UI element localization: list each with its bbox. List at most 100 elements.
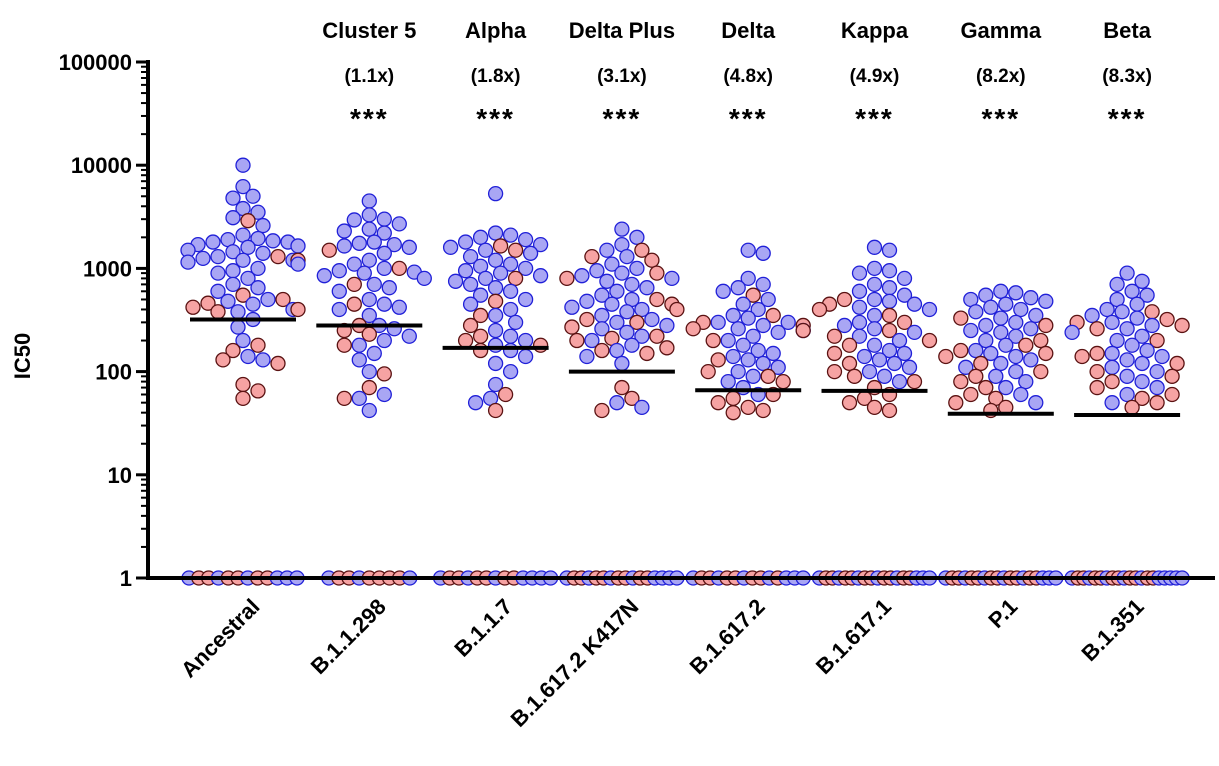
- blue-data-point: [579, 348, 595, 365]
- blue-data-point: [866, 321, 883, 337]
- blue-data-point: [331, 283, 347, 299]
- y-tick-label: 10: [108, 463, 132, 488]
- blue-data-point: [346, 256, 362, 272]
- blue-data-point: [230, 304, 246, 320]
- blue-data-point: [235, 157, 251, 173]
- blue-data-point: [891, 332, 908, 349]
- blue-data-point: [517, 332, 534, 349]
- blue-data-point: [376, 245, 392, 261]
- red-data-point: [584, 248, 600, 265]
- red-data-point: [361, 379, 377, 396]
- blue-data-point: [1104, 359, 1120, 375]
- fold-change-label: (8.3x): [1102, 66, 1152, 87]
- red-data-point: [290, 301, 306, 318]
- category-points-group: [811, 239, 938, 586]
- red-data-point: [921, 332, 938, 349]
- blue-data-point: [906, 324, 923, 341]
- blue-data-point: [401, 239, 417, 255]
- x-tick-label: B.1.1.7: [449, 594, 517, 662]
- plot-area: [180, 157, 1190, 586]
- y-tick-label: 1000: [83, 256, 132, 281]
- red-data-point: [1134, 390, 1150, 407]
- blue-data-point: [502, 256, 519, 272]
- blue-data-point: [260, 291, 276, 308]
- blue-data-point: [1023, 321, 1039, 337]
- significance-label: ***: [603, 103, 642, 134]
- blue-data-point: [1109, 332, 1125, 349]
- blue-data-point: [609, 342, 625, 359]
- red-data-point: [361, 326, 377, 342]
- red-data-point: [532, 337, 549, 353]
- blue-data-point: [735, 379, 751, 396]
- red-data-point: [755, 402, 771, 419]
- blue-data-point: [487, 337, 504, 353]
- blue-data-point: [755, 245, 771, 261]
- x-tick-label: P.1: [983, 594, 1022, 633]
- blue-data-point: [502, 342, 519, 359]
- blue-data-point: [376, 225, 392, 241]
- blue-data-point: [356, 265, 372, 281]
- blue-data-point: [609, 395, 625, 411]
- blue-data-point: [906, 296, 923, 312]
- blue-data-point: [250, 230, 266, 247]
- blue-data-point: [477, 242, 494, 258]
- blue-data-point: [881, 342, 898, 359]
- blue-data-point: [532, 236, 549, 253]
- blue-data-point: [1064, 324, 1080, 341]
- red-data-point: [457, 332, 474, 349]
- blue-data-point: [532, 268, 549, 284]
- blue-data-point: [1119, 352, 1135, 368]
- blue-data-point: [225, 190, 241, 206]
- blue-data-point: [1129, 296, 1145, 312]
- blue-data-point: [760, 291, 776, 308]
- blue-data-point: [442, 239, 459, 255]
- blue-data-point: [896, 287, 913, 303]
- blue-data-point: [998, 337, 1014, 353]
- category-points-group: [180, 157, 306, 586]
- blue-data-point: [589, 263, 605, 279]
- blue-data-point: [250, 280, 266, 296]
- blue-data-point: [866, 276, 883, 293]
- blue-data-point: [851, 265, 868, 281]
- blue-data-point: [866, 291, 883, 308]
- blue-data-point: [1124, 283, 1140, 299]
- red-data-point: [953, 310, 969, 326]
- blue-data-point: [376, 386, 392, 403]
- blue-data-point: [881, 280, 898, 296]
- red-data-point: [649, 291, 665, 308]
- blue-data-point: [740, 352, 756, 368]
- category-points-group: [432, 186, 559, 586]
- blue-data-point: [351, 352, 367, 368]
- significance-label: ***: [855, 103, 894, 134]
- blue-data-point: [988, 368, 1004, 384]
- blue-data-point: [836, 317, 853, 334]
- blue-data-point: [487, 225, 504, 241]
- blue-data-point: [457, 234, 474, 250]
- red-data-point: [1089, 345, 1105, 362]
- red-data-point: [795, 322, 811, 339]
- blue-data-point: [644, 311, 660, 328]
- blue-data-point: [290, 256, 306, 272]
- blue-data-point: [599, 273, 615, 289]
- category-points-group: [1064, 265, 1190, 586]
- blue-data-point: [720, 332, 736, 349]
- red-data-point: [1149, 332, 1165, 349]
- red-data-point: [250, 383, 266, 399]
- red-data-point: [569, 332, 585, 349]
- red-data-point: [841, 337, 858, 353]
- blue-data-point: [502, 227, 519, 243]
- blue-data-point: [963, 322, 979, 339]
- blue-data-point: [1144, 317, 1160, 334]
- blue-data-point: [361, 193, 377, 209]
- blue-data-point: [740, 270, 756, 287]
- red-data-point: [629, 314, 645, 331]
- red-data-point: [826, 345, 843, 362]
- red-data-point: [1018, 337, 1034, 353]
- blue-data-point: [735, 337, 751, 353]
- blue-data-point: [866, 307, 883, 324]
- blue-data-point: [765, 345, 781, 362]
- blue-data-point: [245, 188, 261, 204]
- blue-data-point: [866, 260, 883, 277]
- blue-data-point: [609, 314, 625, 331]
- blue-data-point: [1099, 301, 1115, 318]
